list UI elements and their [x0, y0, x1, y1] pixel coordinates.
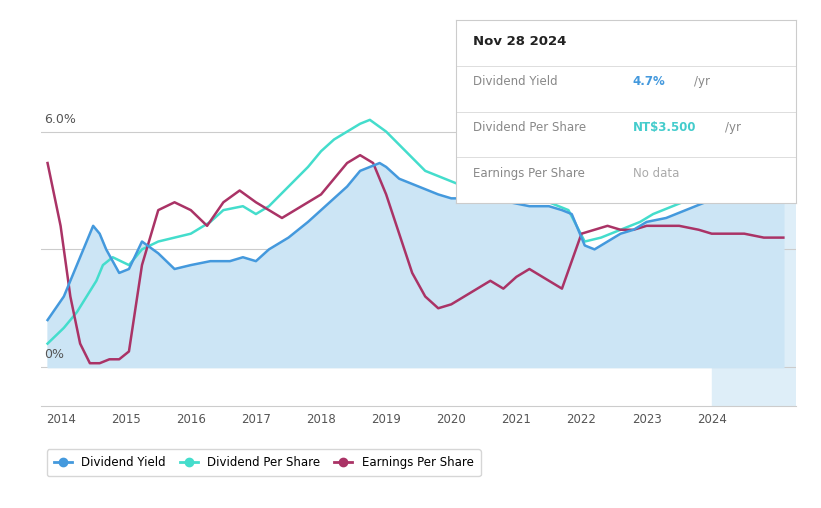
Text: 6.0%: 6.0%	[44, 113, 76, 125]
Text: 4.7%: 4.7%	[633, 75, 666, 88]
Text: Dividend Yield: Dividend Yield	[473, 75, 557, 88]
Legend: Dividend Yield, Dividend Per Share, Earnings Per Share: Dividend Yield, Dividend Per Share, Earn…	[47, 450, 480, 477]
Text: 0%: 0%	[44, 348, 64, 361]
Text: /yr: /yr	[695, 75, 710, 88]
Text: NT$3.500: NT$3.500	[633, 121, 696, 134]
Text: Past: Past	[719, 88, 744, 102]
Text: /yr: /yr	[725, 121, 741, 134]
Text: Dividend Per Share: Dividend Per Share	[473, 121, 586, 134]
Text: No data: No data	[633, 167, 679, 180]
Bar	[712, 61, 796, 406]
Text: Nov 28 2024: Nov 28 2024	[473, 35, 566, 48]
Text: Earnings Per Share: Earnings Per Share	[473, 167, 585, 180]
